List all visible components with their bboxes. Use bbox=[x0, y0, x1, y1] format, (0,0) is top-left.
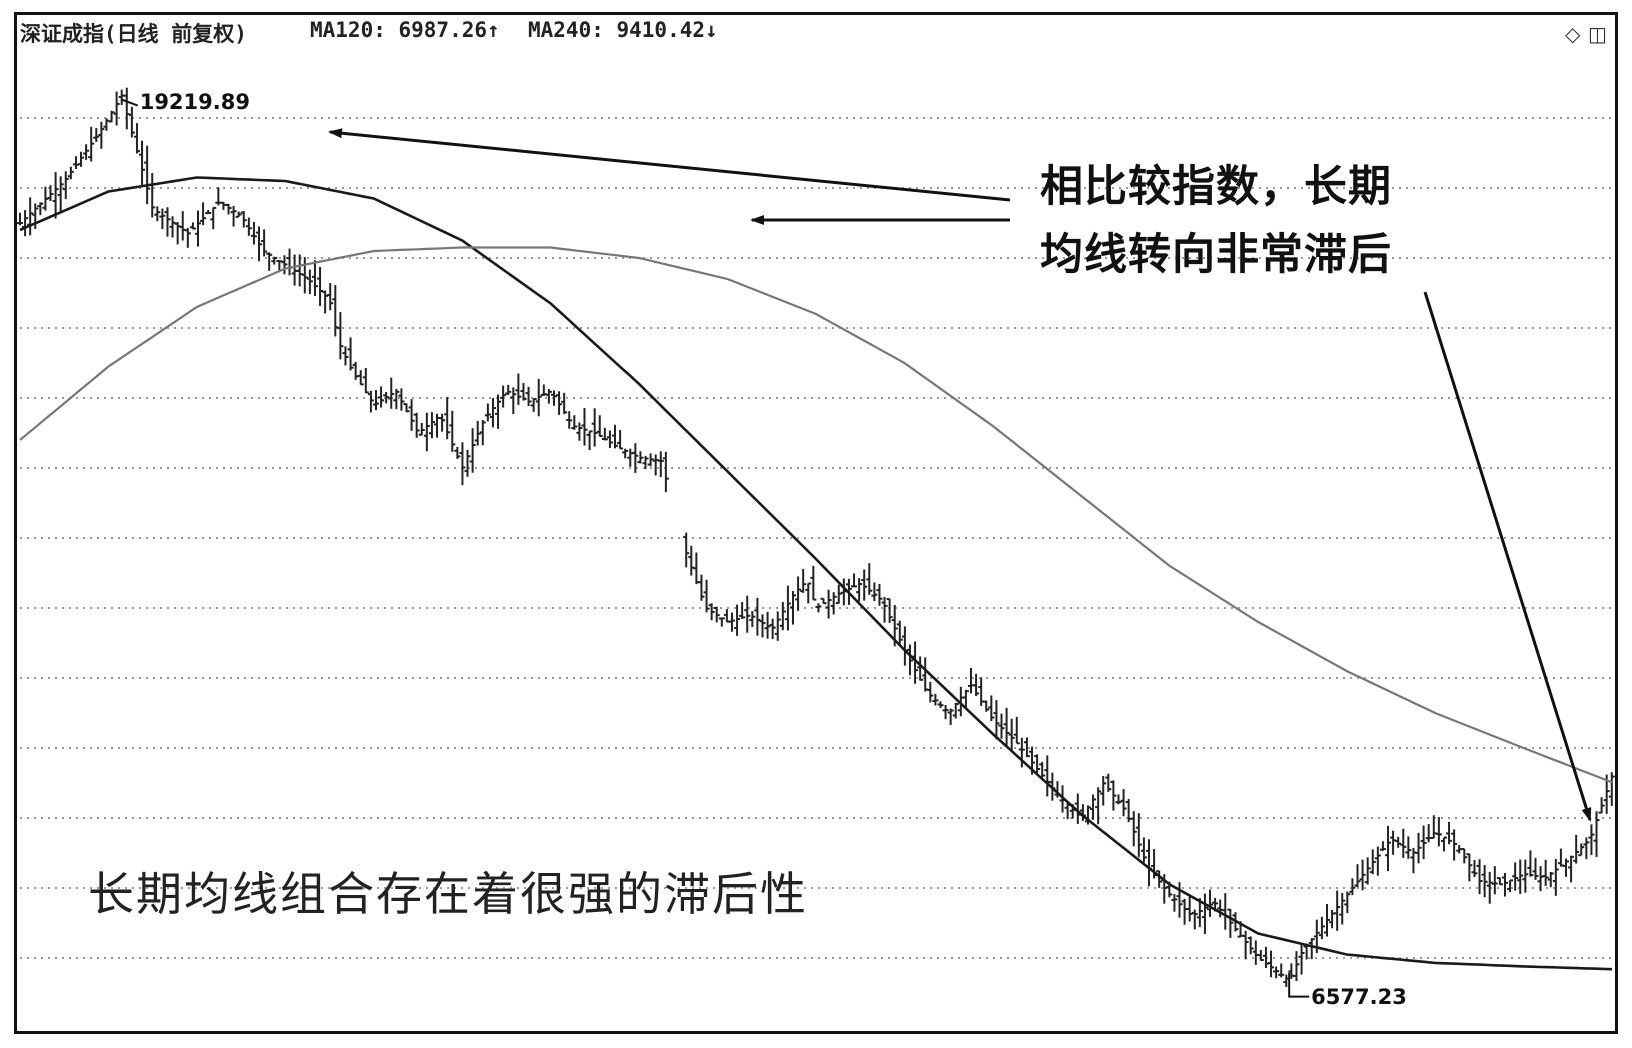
annotation-right-line1: 相比较指数，长期 bbox=[1040, 162, 1392, 212]
panel-toggle-icon[interactable]: ◫ bbox=[1588, 22, 1607, 46]
annotation-arrows bbox=[121, 98, 1592, 998]
ma120-line bbox=[19, 176, 1613, 971]
annotation-right-line2: 均线转向非常滞后 bbox=[1040, 230, 1392, 280]
ma240-legend: MA240: 9410.42↓ bbox=[528, 18, 718, 42]
ma120-legend: MA120: 6987.26↑ bbox=[310, 18, 500, 42]
low-marker bbox=[1288, 972, 1310, 998]
high-value-label: 19219.89 bbox=[139, 89, 250, 114]
moving-average-lines bbox=[19, 176, 1613, 971]
ma240-down-arrow-icon: ↓ bbox=[705, 18, 718, 42]
zoom-icon[interactable]: ◇ bbox=[1565, 22, 1581, 46]
ma240-line bbox=[19, 246, 1613, 784]
ma120-up-arrow-icon: ↑ bbox=[487, 18, 500, 42]
annotation-arrow-ma120 bbox=[328, 128, 1011, 202]
chart-title: 深证成指(日线 前复权) bbox=[20, 22, 247, 46]
high-marker bbox=[121, 98, 139, 107]
candlestick-series bbox=[17, 87, 1615, 988]
chart-frame bbox=[14, 12, 1618, 1034]
caption-text: 长期均线组合存在着很强的滞后性 bbox=[88, 867, 808, 921]
low-value-label: 6577.23 bbox=[1311, 984, 1407, 1009]
annotation-arrow-crossover bbox=[1423, 291, 1592, 822]
